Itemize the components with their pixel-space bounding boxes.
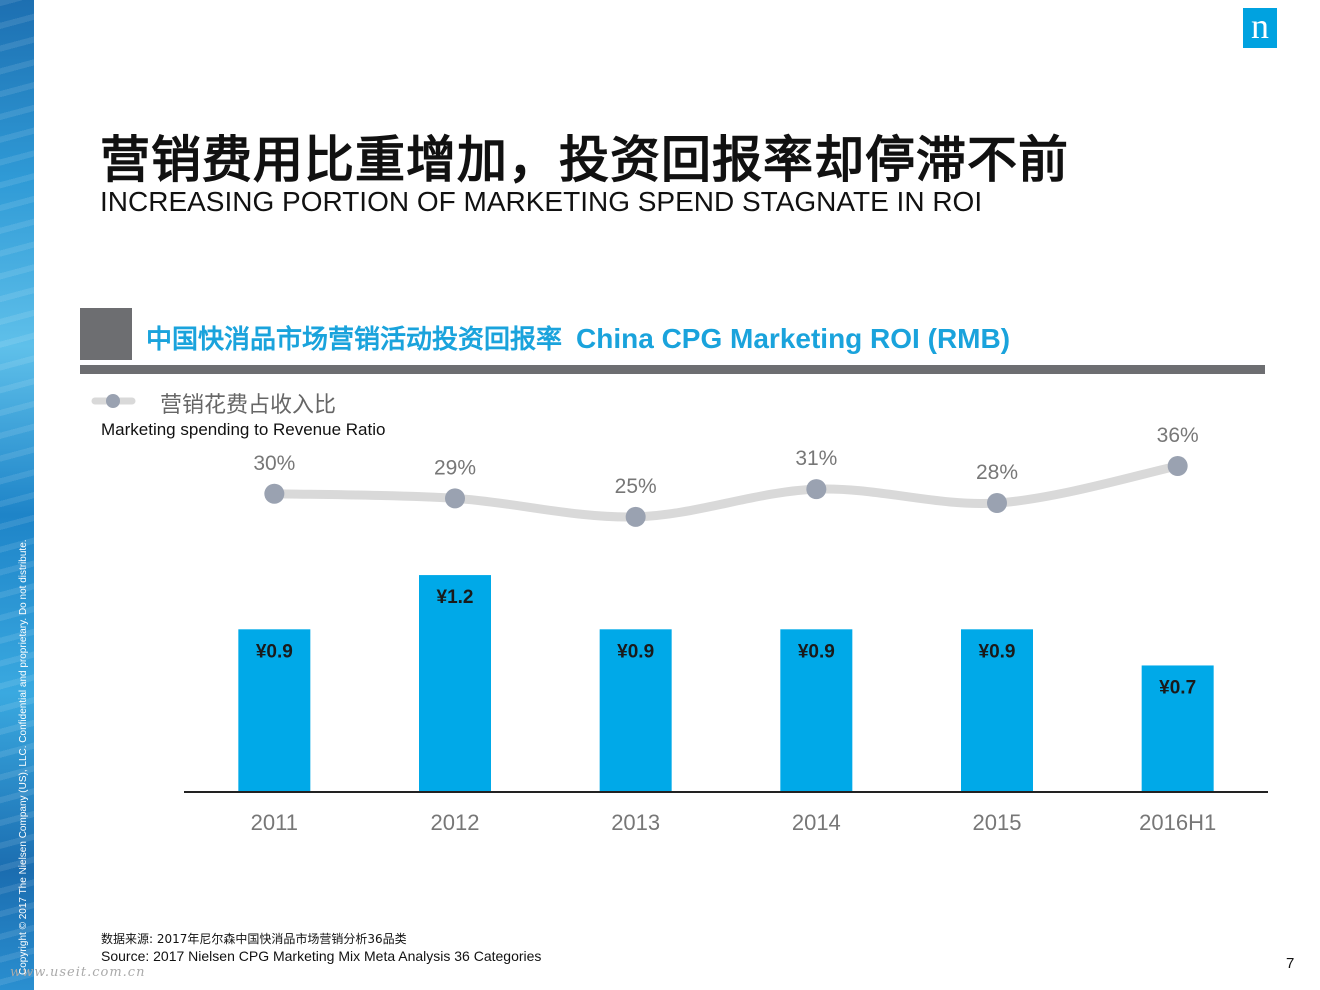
source-note-chinese: 数据来源: 2017年尼尔森中国快消品市场营销分析36品类 — [101, 932, 407, 946]
side-decoration-strip — [0, 0, 34, 990]
ratio-label-2013: 25% — [615, 475, 657, 498]
x-tick-label-2016H1: 2016H1 — [1139, 810, 1216, 835]
watermark: www.useit.com.cn — [10, 965, 146, 980]
x-tick-label-2014: 2014 — [792, 810, 841, 835]
roi-bar-label-2012: ¥1.2 — [437, 587, 474, 608]
slide-title-english: INCREASING PORTION OF MARKETING SPEND ST… — [100, 186, 983, 217]
ratio-point-2013 — [625, 506, 646, 527]
roi-bar-2012 — [419, 575, 491, 792]
x-tick-label-2015: 2015 — [973, 810, 1022, 835]
section-header-rule — [80, 365, 1265, 374]
ratio-label-2015: 28% — [976, 461, 1018, 484]
ratio-series-line — [269, 461, 1183, 522]
ratio-label-2014: 31% — [795, 447, 837, 470]
ratio-label-2012: 29% — [434, 456, 476, 479]
ratio-point-2011 — [264, 483, 285, 504]
source-note-english: Source: 2017 Nielsen CPG Marketing Mix M… — [101, 948, 542, 964]
roi-bar-label-2011: ¥0.9 — [256, 641, 293, 662]
x-tick-label-2011: 2011 — [251, 810, 298, 835]
roi-bar-label-2016H1: ¥0.7 — [1159, 677, 1196, 698]
roi-bar-label-2014: ¥0.9 — [798, 641, 835, 662]
roi-bar-2015 — [961, 629, 1033, 792]
ratio-point-2012 — [445, 488, 465, 509]
ratio-point-2015 — [987, 493, 1007, 513]
roi-bar-2014 — [780, 629, 853, 792]
roi-bar-2016H1 — [1141, 665, 1214, 792]
ratio-point-2016H1 — [1167, 456, 1188, 476]
section-title-chinese: 中国快消品市场营销活动投资回报率 — [146, 325, 563, 355]
ratio-label-2011: 30% — [253, 452, 295, 475]
legend-label-english: Marketing spending to Revenue Ratio — [101, 420, 386, 439]
ratio-label-2016H1: 36% — [1157, 424, 1199, 447]
roi-bar-label-2013: ¥0.9 — [617, 641, 654, 662]
slide-title-chinese: 营销费用比重增加，投资回报率却停滞不前 — [100, 131, 1069, 189]
roi-bar-2011 — [238, 629, 311, 792]
nielsen-logo: n — [1243, 8, 1277, 48]
x-tick-label-2013: 2013 — [611, 810, 660, 835]
section-title: 中国快消品市场营销活动投资回报率 China CPG Marketing ROI … — [146, 319, 1010, 356]
section-title-english: China CPG Marketing ROI (RMB) — [576, 323, 1011, 354]
x-tick-label-2012: 2012 — [431, 810, 480, 835]
section-header-square — [80, 308, 132, 360]
copyright-notice: Copyright © 2017 The Nielsen Company (US… — [18, 539, 29, 975]
legend-line-marker — [91, 394, 136, 408]
legend-label-chinese: 营销花费占收入比 — [160, 393, 337, 418]
roi-bar-label-2015: ¥0.9 — [979, 641, 1016, 662]
roi-bar-2013 — [599, 629, 672, 792]
ratio-point-2014 — [806, 479, 827, 500]
page-number: 7 — [1286, 955, 1295, 972]
